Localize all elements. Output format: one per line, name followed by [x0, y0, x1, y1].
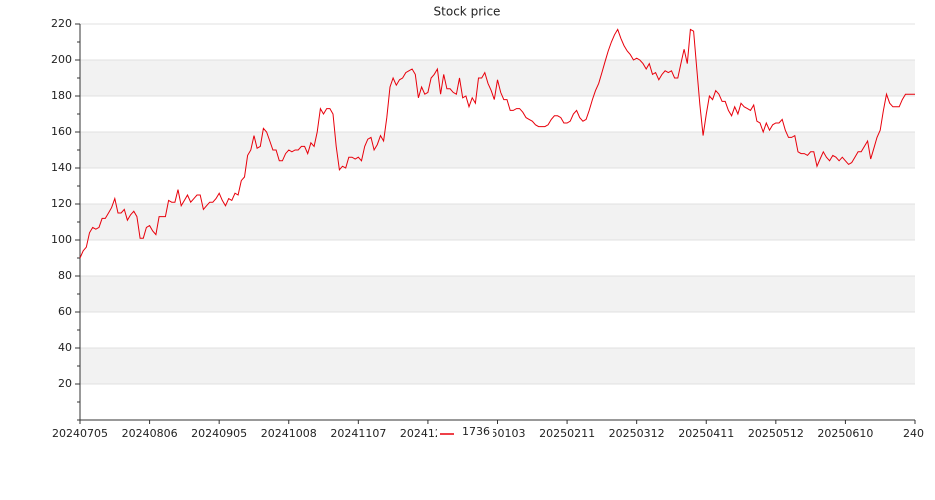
chart-title: Stock price [434, 5, 501, 19]
x-tick-label: 20241008 [261, 427, 317, 440]
x-tick-label: 20250211 [539, 427, 595, 440]
y-tick-label: 160 [51, 125, 72, 138]
x-tick-label: 20240806 [122, 427, 178, 440]
y-tick-label: 100 [51, 233, 72, 246]
grid-band [80, 204, 915, 240]
y-tick-label: 20 [58, 377, 72, 390]
grid-band [80, 348, 915, 384]
x-tick-label: 20250411 [678, 427, 734, 440]
y-tick-label: 220 [51, 17, 72, 30]
y-tick-label: 80 [58, 269, 72, 282]
y-tick-label: 60 [58, 305, 72, 318]
series-line [79, 28, 915, 259]
y-tick-label: 140 [51, 161, 72, 174]
x-tick-label: 20240705 [52, 427, 108, 440]
x-tick-label: 20250610 [817, 427, 873, 440]
legend-label: 1736 [462, 425, 490, 438]
y-tick-label: 40 [58, 341, 72, 354]
y-tick-label: 120 [51, 197, 72, 210]
legend-background [437, 426, 493, 442]
grid-band [80, 60, 915, 96]
x-tick-label: 20241107 [330, 427, 386, 440]
x-tick-label: 20250512 [748, 427, 804, 440]
x-tick-label: 20250312 [609, 427, 665, 440]
x-tick-label: 20240905 [191, 427, 247, 440]
y-tick-label: 180 [51, 89, 72, 102]
y-tick-label: 200 [51, 53, 72, 66]
x-tick-label: 240 [903, 427, 924, 440]
grid-band [80, 276, 915, 312]
grid-band [80, 132, 915, 168]
